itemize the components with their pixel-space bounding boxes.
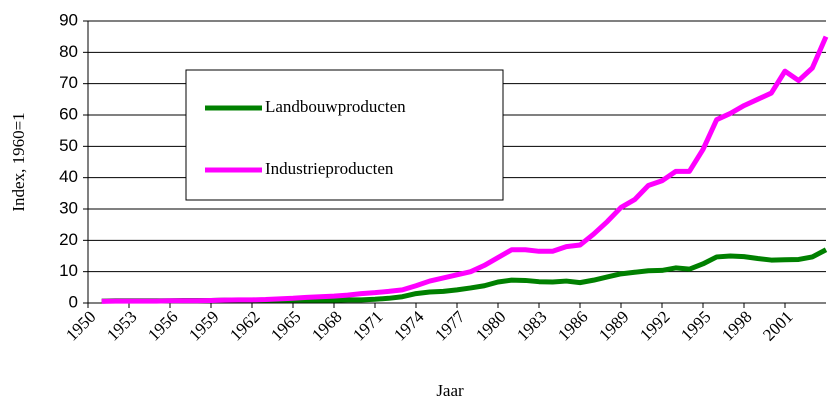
y-tick-label: 70 xyxy=(59,73,78,92)
y-tick-label: 0 xyxy=(69,292,78,311)
x-tick-label: 1983 xyxy=(513,307,550,344)
line xyxy=(101,35,829,304)
y-tick-label: 10 xyxy=(59,261,78,280)
x-tick-label: 1953 xyxy=(103,307,140,344)
x-tick-label: 2001 xyxy=(759,307,796,344)
y-tick-label: 30 xyxy=(59,198,78,217)
x-tick-label: 1959 xyxy=(185,307,222,344)
y-tick-label: 60 xyxy=(59,104,78,123)
x-tick-label: 1992 xyxy=(636,307,673,344)
x-tick-label: 1980 xyxy=(472,307,509,344)
x-tick-label: 1962 xyxy=(226,307,263,344)
y-tick-label: 50 xyxy=(59,136,78,155)
y-tick-label: 40 xyxy=(59,167,78,186)
legend-box xyxy=(185,69,504,201)
x-tick-label: 1995 xyxy=(677,307,714,344)
legend-label: Landbouwproducten xyxy=(265,97,406,116)
x-axis-label: Jaar xyxy=(436,381,464,400)
x-tick-label: 1998 xyxy=(718,307,755,344)
x-tick-label: 1974 xyxy=(390,307,428,345)
y-tick-label: 80 xyxy=(59,42,78,61)
x-tick-label: 1968 xyxy=(308,307,345,344)
x-tick-label: 1956 xyxy=(144,307,181,344)
y-axis-label: Index, 1960=1 xyxy=(9,112,28,211)
y-tick-label: 20 xyxy=(59,230,78,249)
x-tick-label: 1986 xyxy=(554,307,591,344)
x-tick-label: 1965 xyxy=(267,307,304,344)
legend-label: Industrieproducten xyxy=(265,159,394,178)
x-tick-label: 1971 xyxy=(349,307,386,344)
x-tick-label: 1989 xyxy=(595,307,632,344)
x-tick-label: 1950 xyxy=(62,307,99,344)
x-tick-label: 1977 xyxy=(431,307,469,345)
y-tick-label: 90 xyxy=(59,10,78,29)
